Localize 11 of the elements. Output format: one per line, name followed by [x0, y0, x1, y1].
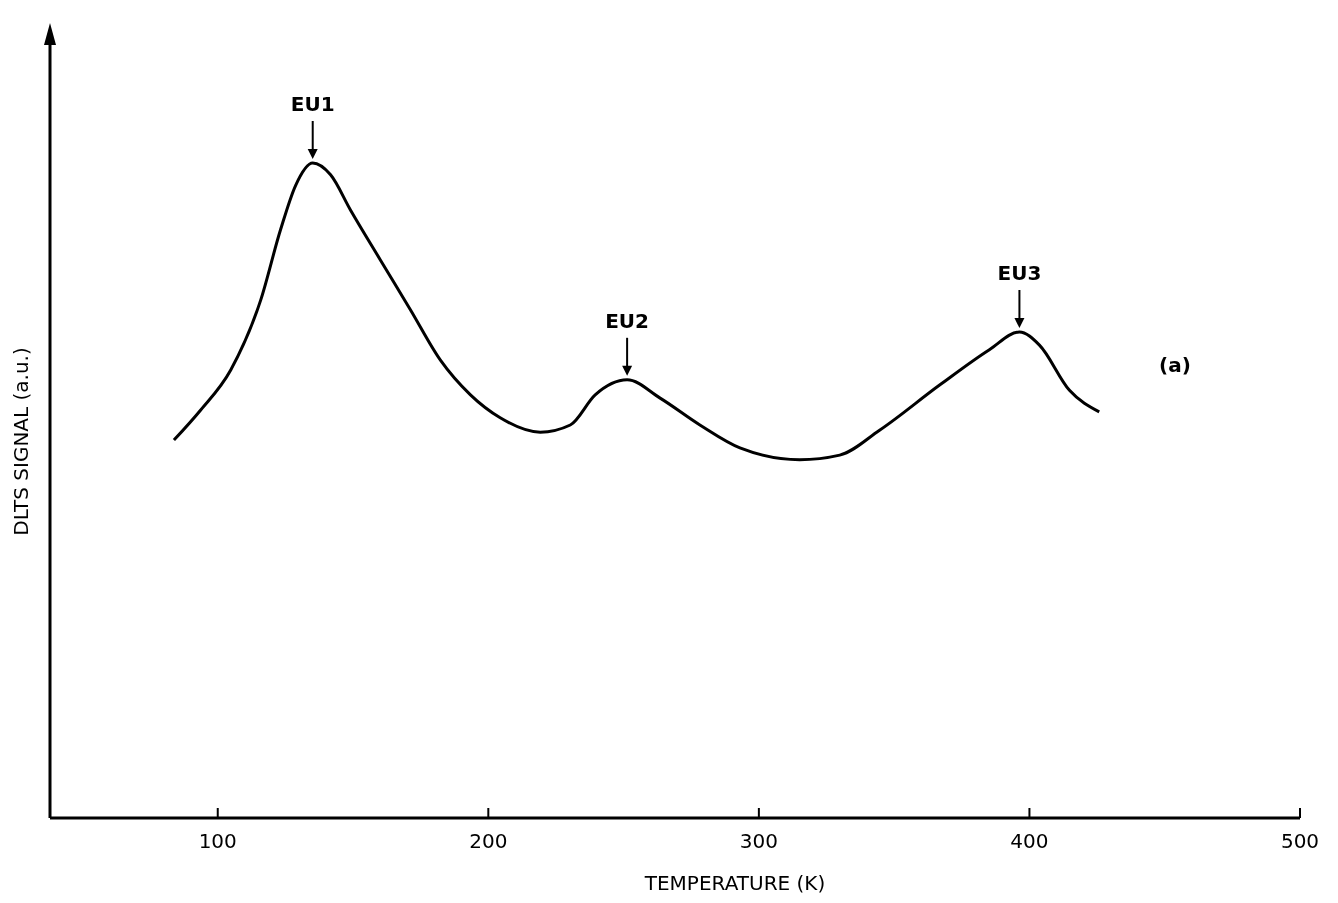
annotation: (a) — [1159, 353, 1191, 377]
x-tick-label: 500 — [1280, 829, 1320, 853]
annotation: EU1 — [290, 92, 335, 116]
x-axis-title: TEMPERATURE (K) — [643, 871, 826, 895]
annotation: EU3 — [997, 260, 1042, 285]
annotation: EU2 — [605, 308, 650, 333]
x-tick-label: 200 — [469, 829, 508, 853]
y-axis-title: DLTS SIGNAL (a.u.) — [9, 347, 33, 536]
x-tick-label: 100 — [198, 829, 237, 853]
x-tick-label: 300 — [739, 829, 778, 853]
x-tick-label: 400 — [1010, 829, 1049, 853]
